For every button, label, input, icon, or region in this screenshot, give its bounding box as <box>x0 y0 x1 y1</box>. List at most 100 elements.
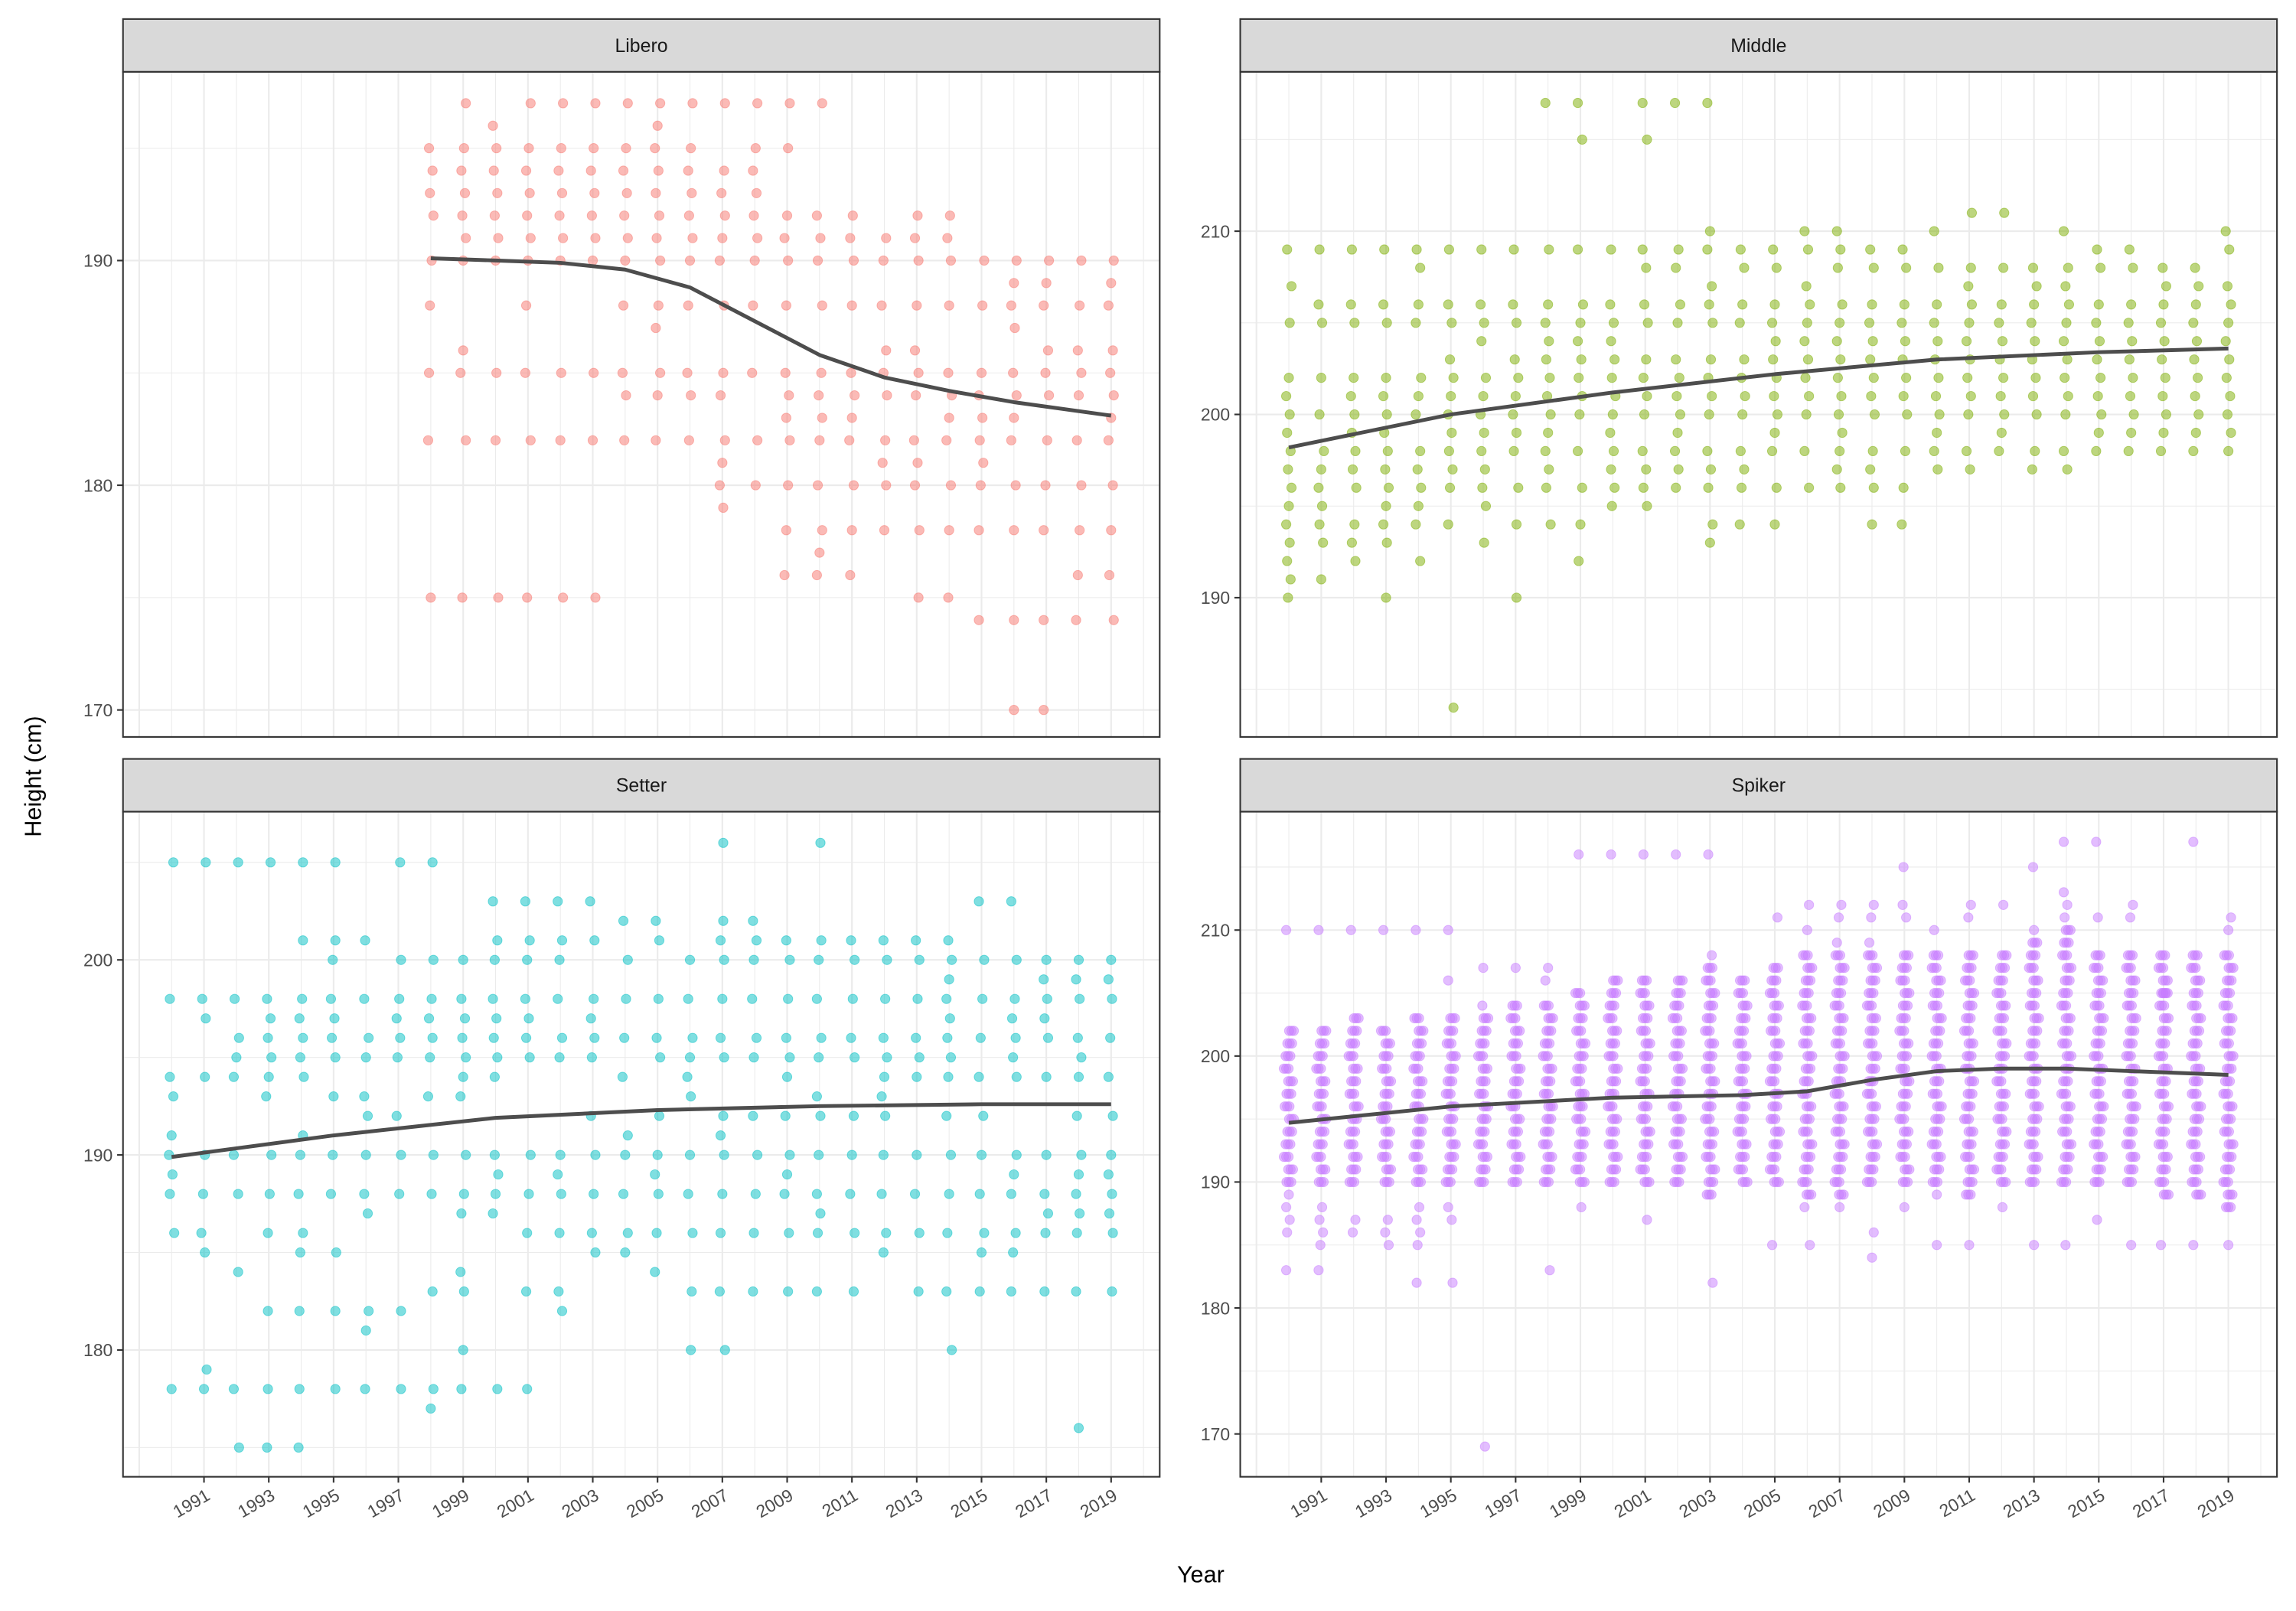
data-point <box>2223 1000 2233 1011</box>
data-point <box>1443 244 1454 255</box>
data-point <box>1320 1076 1331 1087</box>
data-point <box>977 413 988 423</box>
data-point <box>1415 1088 1427 1099</box>
data-point <box>2161 1076 2171 1087</box>
data-point <box>878 1247 889 1258</box>
data-point <box>1774 1127 1786 1137</box>
data-point <box>1287 1038 1297 1049</box>
data-point <box>1381 318 1392 328</box>
data-point <box>1806 1013 1817 1024</box>
data-point <box>1350 1215 1361 1225</box>
data-point <box>1902 1176 1913 1188</box>
data-point <box>1900 1063 1910 1074</box>
data-point <box>1869 409 1880 420</box>
data-point <box>817 413 827 423</box>
data-point <box>2220 336 2231 347</box>
data-point <box>1316 1151 1326 1163</box>
data-point <box>1542 1139 1553 1150</box>
data-point <box>1606 501 1617 511</box>
y-tick-label: 180 <box>83 475 113 495</box>
data-point <box>1932 1127 1944 1137</box>
data-point <box>1669 97 1681 109</box>
data-point <box>1039 300 1049 311</box>
data-point <box>2127 950 2138 960</box>
data-point <box>621 993 631 1004</box>
data-point <box>1899 1202 1910 1212</box>
data-point <box>2064 1151 2075 1163</box>
data-point <box>942 1228 953 1238</box>
data-point <box>1577 1013 1588 1024</box>
data-point <box>814 435 825 445</box>
data-point <box>294 1013 305 1024</box>
data-point <box>816 367 827 378</box>
data-point <box>811 1091 822 1102</box>
data-point <box>1642 1101 1653 1112</box>
data-point <box>1385 1076 1397 1087</box>
data-point <box>1105 367 1116 378</box>
data-point <box>2191 1176 2202 1188</box>
data-point <box>1446 1076 1458 1087</box>
data-point <box>1999 409 2010 420</box>
data-point <box>976 1247 987 1258</box>
data-point <box>1935 1026 1945 1036</box>
data-point <box>846 1032 856 1043</box>
data-point <box>2128 1076 2139 1087</box>
data-point <box>1967 1176 1978 1188</box>
data-point <box>1737 299 1748 310</box>
data-point <box>1321 1026 1332 1036</box>
data-point <box>1107 1110 1118 1121</box>
data-point <box>719 435 730 445</box>
data-point <box>1675 409 1686 420</box>
data-point <box>1869 1114 1880 1124</box>
data-point <box>360 1325 371 1336</box>
data-point <box>2227 1101 2238 1112</box>
x-tick-label: 2009 <box>752 1485 796 1521</box>
data-point <box>1929 445 1939 457</box>
data-point <box>2128 263 2138 273</box>
data-point <box>1868 263 1879 273</box>
data-point <box>2096 409 2107 420</box>
data-point <box>748 165 758 176</box>
data-point <box>651 435 661 445</box>
data-point <box>2163 1101 2174 1112</box>
data-point <box>1073 1071 1084 1082</box>
data-point <box>850 1052 860 1063</box>
data-point <box>586 1052 597 1063</box>
data-point <box>294 1384 305 1394</box>
data-point <box>1576 1026 1587 1036</box>
data-point <box>492 935 503 946</box>
x-tick-label: 2013 <box>882 1485 926 1521</box>
data-point <box>682 1071 693 1082</box>
data-point <box>1997 1202 2008 1212</box>
data-point <box>1417 1164 1428 1175</box>
data-point <box>2190 390 2200 402</box>
data-point <box>1804 390 1815 402</box>
data-point <box>1899 1114 1910 1124</box>
data-point <box>686 143 696 154</box>
data-point <box>1672 1013 1683 1024</box>
data-point <box>748 915 758 926</box>
data-point <box>589 993 599 1004</box>
data-point <box>1107 345 1118 356</box>
data-point <box>423 1013 435 1024</box>
data-point <box>1769 519 1780 530</box>
data-point <box>1837 1026 1848 1036</box>
data-point <box>1011 1150 1022 1160</box>
data-point <box>2060 281 2071 292</box>
data-point <box>1605 427 1616 439</box>
data-point <box>1771 1063 1782 1074</box>
data-point <box>1606 849 1616 860</box>
x-tick-label: 1991 <box>1287 1485 1330 1521</box>
data-point <box>423 367 435 378</box>
data-point <box>1349 1176 1360 1188</box>
data-point <box>1316 464 1326 474</box>
data-point <box>196 1228 207 1238</box>
data-point <box>2062 464 2073 474</box>
data-point <box>1904 1076 1915 1087</box>
data-point <box>2224 1076 2236 1087</box>
data-point <box>1382 1101 1393 1112</box>
data-point <box>2163 1189 2174 1200</box>
data-point <box>1773 1139 1783 1150</box>
data-point <box>1931 1139 1942 1150</box>
